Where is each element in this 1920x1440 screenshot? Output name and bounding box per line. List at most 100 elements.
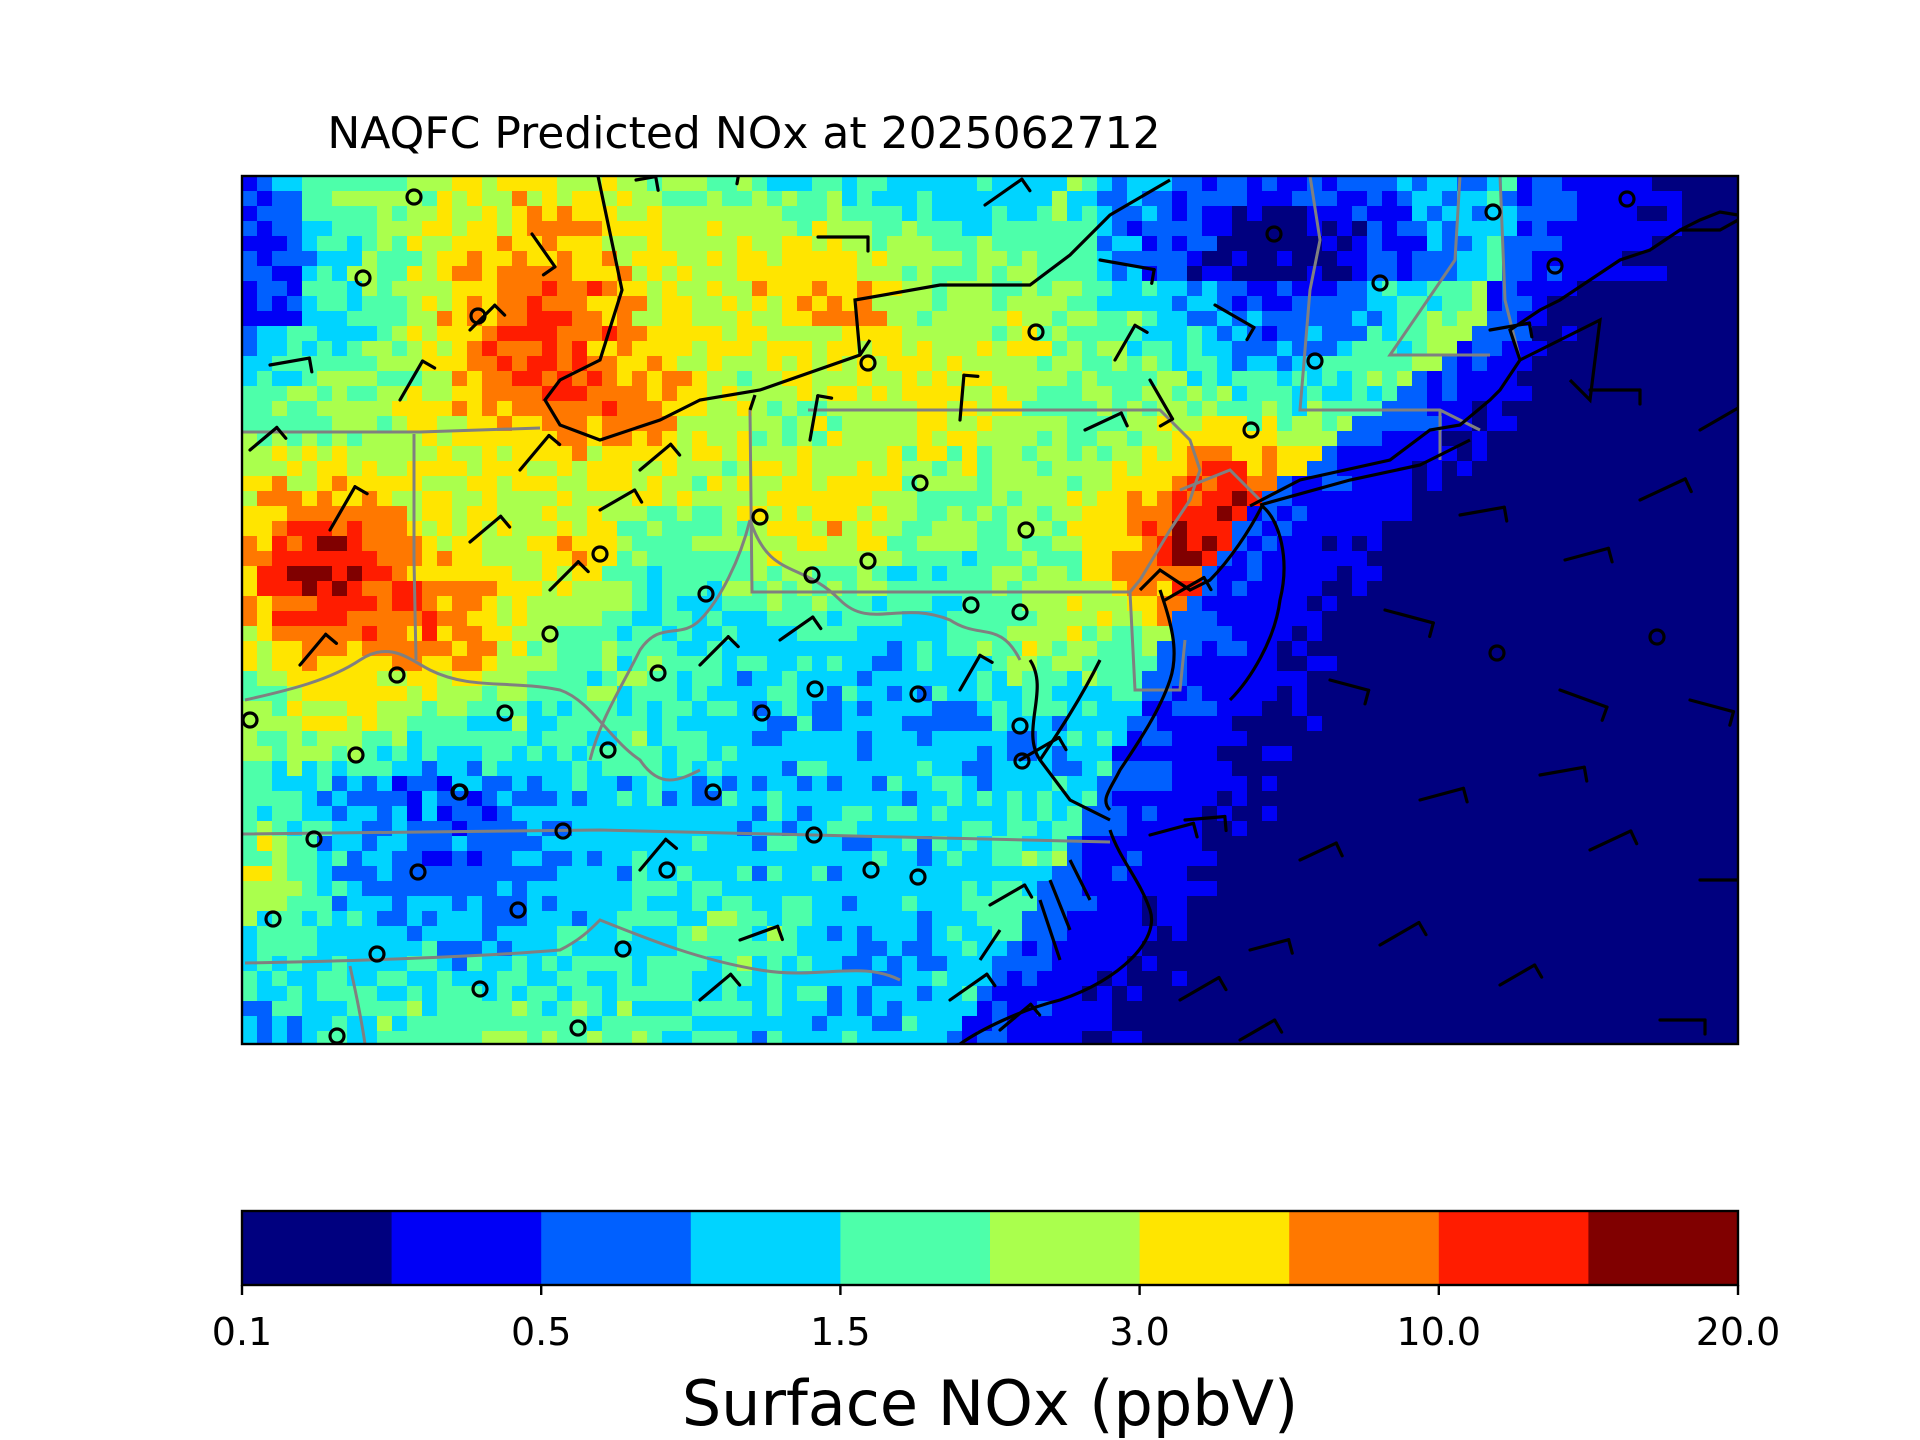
wind-barb: [638, 442, 682, 472]
wind-barb: [948, 972, 997, 1002]
state-boundaries: [242, 176, 1522, 1044]
colorbar-swatch: [690, 1211, 841, 1285]
colorbar-swatch: [242, 1211, 393, 1285]
colorbar-label: Surface NOx (ppbV): [682, 1367, 1298, 1440]
wind-barb: [698, 972, 742, 1002]
station-marker: [649, 664, 667, 682]
station-marker: [1546, 257, 1564, 275]
wind-barb: [1563, 546, 1614, 564]
station-marker: [569, 1019, 587, 1037]
station-marker: [541, 625, 559, 643]
colorbar-swatch: [840, 1211, 991, 1285]
wind-barb: [1588, 829, 1639, 852]
station-marker: [1488, 644, 1506, 662]
station-marker: [1011, 603, 1029, 621]
colorbar-swatch: [1289, 1211, 1440, 1285]
station-marker: [751, 508, 769, 526]
colorbar-swatch: [541, 1211, 692, 1285]
station-marker: [450, 783, 468, 801]
wind-barb: [298, 632, 339, 667]
wind-barb: [1238, 1018, 1284, 1042]
wind-barb: [518, 433, 562, 472]
station-marker: [803, 566, 821, 584]
map-title: NAQFC Predicted NOx at 2025062712: [327, 108, 1160, 159]
station-marker: [1618, 190, 1636, 208]
wind-barb: [988, 883, 1034, 907]
colorbar-swatch: [1139, 1211, 1290, 1285]
wind-barb: [1148, 821, 1199, 839]
wind-barb: [738, 924, 784, 942]
station-marker: [1371, 274, 1389, 292]
wind-barb: [1698, 406, 1738, 432]
wind-barb: [958, 653, 994, 692]
colorbar-swatch: [990, 1211, 1141, 1285]
wind-barb: [778, 615, 823, 642]
station-marker: [471, 980, 489, 998]
station-marker: [554, 822, 572, 840]
wind-barb: [1638, 477, 1693, 502]
wind-barb: [548, 560, 590, 592]
colorbar-swatch: [1438, 1211, 1589, 1285]
wind-barb: [1383, 608, 1435, 639]
colorbar: [242, 1211, 1739, 1285]
station-marker: [496, 704, 514, 722]
station-marker: [1242, 421, 1260, 439]
wind-barb: [248, 425, 288, 452]
colorbar-tick-label: 0.1: [212, 1310, 272, 1354]
map-area: [242, 176, 1738, 1044]
station-marker: [753, 704, 771, 722]
colorbar-frame: [240, 1209, 1740, 1287]
colorbar-ticks: 0.1 0.5 1.5 3.0 10.0 20.0: [212, 1285, 1781, 1354]
wind-barbs: [248, 176, 1738, 1042]
station-marker: [469, 307, 487, 325]
wind-barb: [1378, 920, 1428, 947]
wind-barb: [1183, 814, 1228, 833]
wind-barb: [1213, 303, 1256, 342]
station-marker: [909, 868, 927, 886]
wind-barb: [998, 1002, 1042, 1032]
monitoring-stations: [242, 188, 1666, 1044]
wind-barb: [816, 235, 870, 253]
wind-barb: [983, 177, 1032, 207]
wind-barb: [468, 514, 512, 544]
station-marker: [1484, 203, 1502, 221]
station-marker: [704, 783, 722, 801]
nox-concentration-grid: [242, 176, 1738, 1044]
station-marker: [409, 863, 427, 881]
wind-barb: [1328, 678, 1371, 706]
station-marker: [1013, 752, 1031, 770]
wind-barb: [1558, 688, 1609, 722]
wind-barb: [1488, 321, 1534, 339]
station-marker: [264, 910, 282, 928]
wind-barb: [1538, 765, 1589, 783]
station-marker: [1265, 225, 1283, 243]
wind-barb: [1113, 323, 1149, 362]
station-marker: [354, 269, 372, 287]
wind-barb: [958, 373, 980, 422]
station-marker: [658, 861, 676, 879]
wind-barb: [1083, 411, 1129, 432]
colorbar-tick-label: 20.0: [1696, 1310, 1781, 1354]
wind-barb: [1098, 258, 1156, 285]
station-marker: [806, 680, 824, 698]
station-marker: [305, 830, 323, 848]
wind-barb: [1698, 878, 1738, 882]
station-marker: [1017, 521, 1035, 539]
station-marker: [591, 545, 609, 563]
station-marker: [859, 552, 877, 570]
station-marker: [368, 945, 386, 963]
station-marker: [1648, 628, 1666, 646]
station-marker: [1306, 352, 1324, 370]
station-marker: [1027, 323, 1045, 341]
station-marker: [697, 585, 715, 603]
colorbar-tick-label: 3.0: [1109, 1310, 1169, 1354]
wind-barb: [1248, 938, 1294, 955]
station-marker: [911, 474, 929, 492]
station-marker: [347, 746, 365, 764]
station-marker: [388, 666, 406, 684]
map-frame: [240, 174, 1740, 1046]
wind-barb: [268, 356, 314, 374]
wind-barb: [398, 359, 437, 402]
wind-barb: [1298, 841, 1344, 862]
